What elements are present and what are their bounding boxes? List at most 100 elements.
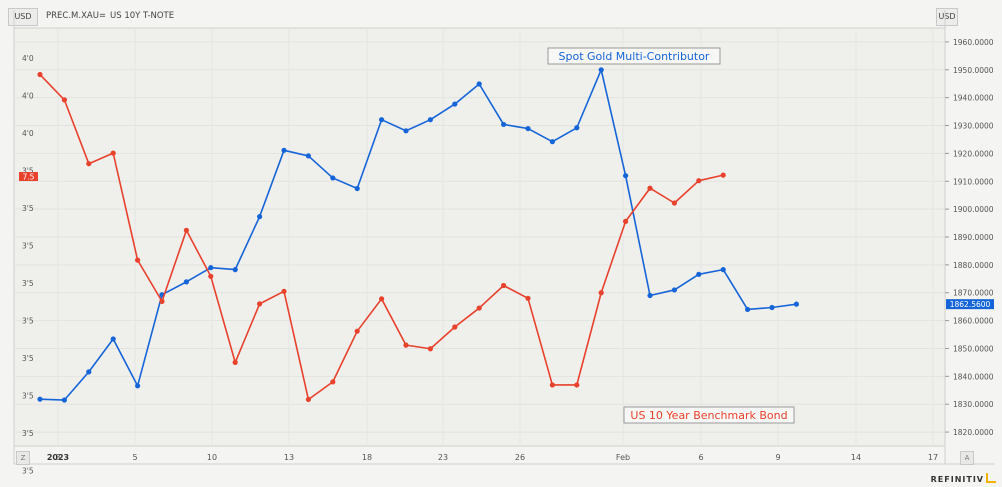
bond-data-point xyxy=(61,97,67,103)
bond-data-point xyxy=(525,295,531,301)
bond-data-point xyxy=(330,379,336,385)
refinitiv-logo-text: REFINITIV xyxy=(930,475,984,484)
right-axis-tick-label: 1920.0000 xyxy=(953,149,994,158)
right-axis-tick-label: 1940.0000 xyxy=(953,94,994,103)
gold-data-point xyxy=(793,301,800,307)
gold-data-point xyxy=(549,139,556,145)
gold-data-point xyxy=(598,67,604,73)
left-axis-tick-label: 3'5 xyxy=(22,317,34,326)
gold-data-point xyxy=(671,287,678,293)
left-axis-tick-label: 4'0 xyxy=(22,54,34,63)
bond-data-point xyxy=(623,218,629,224)
x-axis-tick-label: 5 xyxy=(132,453,137,462)
scroll-right-button[interactable]: A xyxy=(960,451,974,465)
bond-data-point xyxy=(354,328,360,334)
right-axis-tick-label: 1880.0000 xyxy=(953,261,994,270)
annotation-text: Spot Gold Multi-Contributor xyxy=(559,50,710,63)
gold-data-point xyxy=(110,336,116,342)
left-axis-tick-label: 3'5 xyxy=(22,279,34,288)
left-axis-tick-label: 3'5 xyxy=(22,392,34,401)
x-axis-tick-label: 18 xyxy=(362,453,372,462)
bond-data-point xyxy=(403,342,409,348)
left-currency-label[interactable]: USD xyxy=(8,8,38,26)
gold-data-point xyxy=(330,175,336,181)
right-axis-tick-label: 1960.0000 xyxy=(953,38,994,47)
bond-data-point xyxy=(135,257,141,263)
left-axis-tick-label: 3'5 xyxy=(22,204,34,213)
left-axis-value-marker: 7.5 xyxy=(19,172,38,182)
x-axis-tick-label: 9 xyxy=(775,453,780,462)
gold-data-point xyxy=(452,101,458,107)
bond-data-point xyxy=(379,296,385,302)
x-axis-tick-label: 2023 xyxy=(47,453,69,462)
x-axis-tick-label: 6 xyxy=(698,453,703,462)
gold-ric-label[interactable]: PREC.M.XAU= xyxy=(46,11,107,21)
gold-data-point xyxy=(305,153,311,159)
bond-data-point xyxy=(720,172,726,178)
gold-data-point xyxy=(623,173,629,179)
gold-series xyxy=(37,67,800,403)
left-axis-tick-label: 3'5 xyxy=(22,467,34,476)
bond-data-point xyxy=(549,382,556,388)
bond-name-label[interactable]: US 10Y T-NOTE xyxy=(110,11,175,21)
last-value-label: 1862.5600 xyxy=(950,300,991,309)
refinitiv-logo-icon xyxy=(986,473,996,483)
left-marker-box xyxy=(19,172,38,181)
bond-data-point xyxy=(305,396,311,403)
right-axis-tick-label: 1900.0000 xyxy=(953,205,994,214)
gold-data-point xyxy=(525,125,531,132)
bond-data-point xyxy=(281,288,287,294)
bond-series xyxy=(37,71,726,403)
gold-data-point xyxy=(696,271,702,277)
right-currency-label[interactable]: USD xyxy=(936,8,958,26)
gold-data-point xyxy=(476,81,482,87)
bond-data-point xyxy=(598,290,604,296)
annotation-box xyxy=(547,47,721,65)
bond-data-point xyxy=(671,200,678,206)
gold-data-point xyxy=(427,117,433,123)
right-axis-tick-label: 1950.0000 xyxy=(953,66,994,75)
left-marker-label: 7.5 xyxy=(23,173,35,182)
gold-data-point xyxy=(501,121,507,128)
bond-data-point xyxy=(232,359,238,365)
gold-data-point xyxy=(208,265,214,271)
right-axis-tick-label: 1820.0000 xyxy=(953,428,994,437)
gold-data-point xyxy=(647,292,653,299)
bond-data-point xyxy=(183,227,189,233)
gold-data-point xyxy=(403,128,409,134)
gold-data-point xyxy=(86,369,92,375)
bond-data-point xyxy=(476,305,482,311)
gold-data-point xyxy=(135,383,141,389)
right-axis-tick-label: 1840.0000 xyxy=(953,372,994,381)
left-axis-tick-label: 4'0 xyxy=(22,92,34,101)
annotation-text: US 10 Year Benchmark Bond xyxy=(630,409,787,422)
bond-data-point xyxy=(647,185,653,191)
left-axis-tick-label: 3'5 xyxy=(22,242,34,251)
gold-data-point xyxy=(183,279,189,285)
left-axis-tick-label: 3'5 xyxy=(22,354,34,363)
gold-data-point xyxy=(61,397,67,403)
x-axis-tick-label: 23 xyxy=(438,453,448,462)
bond-data-point xyxy=(501,282,507,289)
gold-data-point xyxy=(354,185,360,192)
gold-data-point xyxy=(281,147,287,153)
left-axis-tick-label: 3'5 xyxy=(22,167,34,176)
bond-data-point xyxy=(110,150,116,156)
right-axis-tick-label: 1910.0000 xyxy=(953,177,994,186)
bond-data-point xyxy=(208,273,214,279)
bond-data-point xyxy=(37,71,43,78)
gold-data-point xyxy=(379,117,385,123)
bond-data-point xyxy=(452,324,458,330)
scroll-left-button[interactable]: Z xyxy=(16,451,30,465)
x-axis-tick-label: 3 xyxy=(55,453,60,462)
gold-data-point xyxy=(745,306,751,313)
bond-data-point xyxy=(696,178,702,184)
bond-data-point xyxy=(257,301,263,307)
right-axis-tick-label: 1850.0000 xyxy=(953,344,994,353)
gold-annotation: Spot Gold Multi-Contributor xyxy=(547,47,721,65)
right-axis-tick-label: 1830.0000 xyxy=(953,400,994,409)
bond-data-point xyxy=(427,346,433,352)
left-axis-tick-label: 4'0 xyxy=(22,129,34,138)
x-axis-tick-label: 17 xyxy=(928,453,938,462)
